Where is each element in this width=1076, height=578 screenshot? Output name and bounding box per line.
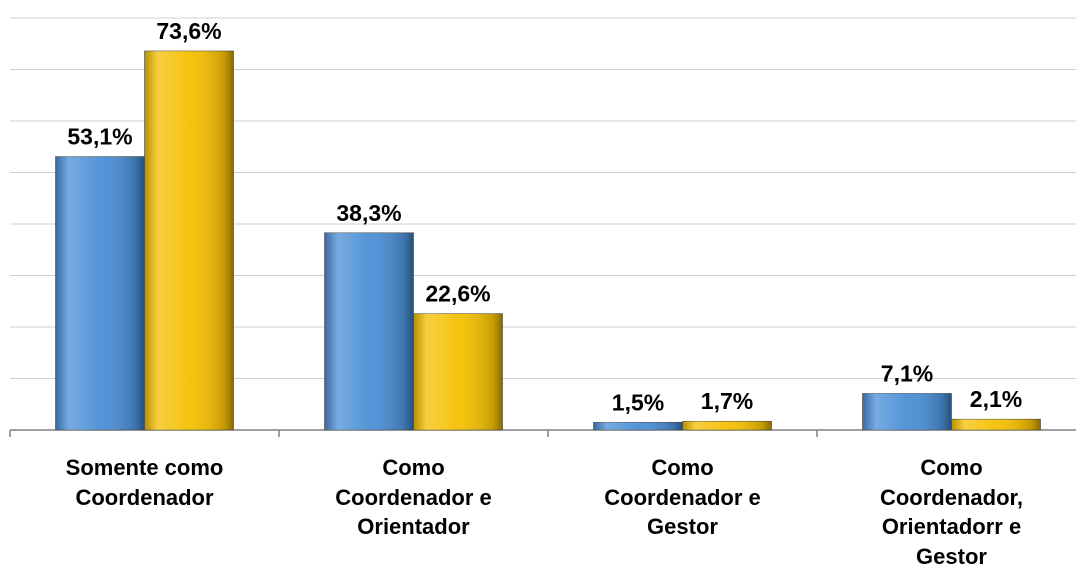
data-label: 73,6% bbox=[156, 18, 221, 44]
bar-shade bbox=[144, 50, 234, 431]
data-label: 53,1% bbox=[67, 124, 132, 150]
bar-shade bbox=[862, 393, 952, 430]
x-tick-label: Como Coordenador, Orientadorr e Gestor bbox=[879, 455, 1023, 569]
bar-shade bbox=[55, 156, 145, 430]
bar-shade bbox=[324, 232, 414, 430]
data-label: 1,5% bbox=[612, 389, 664, 415]
bar-shade bbox=[593, 422, 683, 430]
data-label: 22,6% bbox=[425, 281, 490, 307]
bar-shade bbox=[413, 313, 503, 430]
data-label: 1,7% bbox=[701, 388, 753, 414]
data-label: 2,1% bbox=[970, 386, 1022, 412]
x-tick-label: Como Coordenador e Orientador bbox=[335, 455, 492, 539]
bar-shade bbox=[951, 419, 1041, 430]
data-label: 38,3% bbox=[336, 200, 401, 226]
x-tick-label: Como Coordenador e Gestor bbox=[604, 455, 761, 539]
bar-shade bbox=[682, 421, 772, 430]
data-label: 7,1% bbox=[881, 360, 933, 386]
x-tick-label: Somente como Coordenador bbox=[65, 455, 224, 510]
